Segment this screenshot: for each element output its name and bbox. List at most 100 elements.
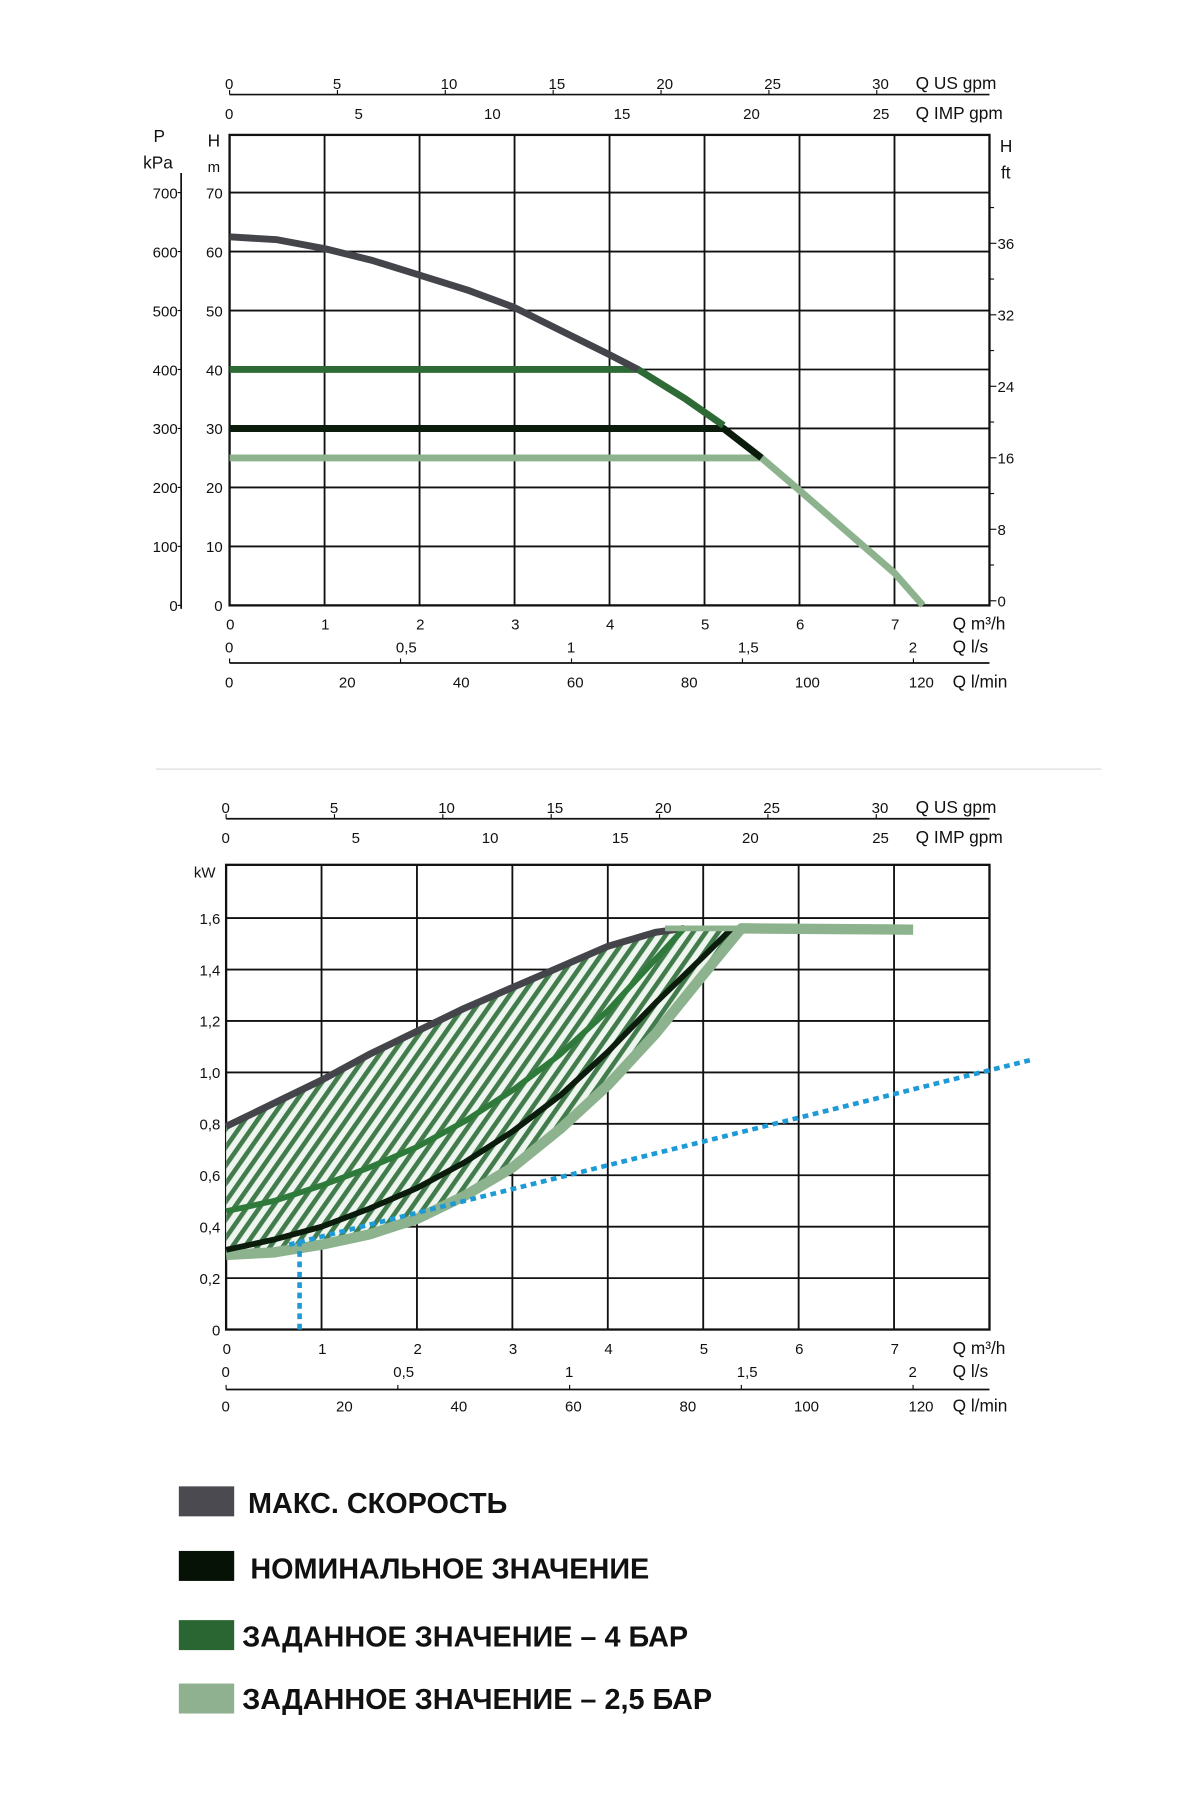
y-tick-label-kw: 1,2 <box>200 1014 221 1031</box>
ft-tick-label: 32 <box>998 308 1015 325</box>
us-gpm-tick-label: 0 <box>222 800 230 817</box>
us-gpm-tick-label: 10 <box>441 76 458 93</box>
us-gpm-tick-label: 30 <box>872 76 889 93</box>
l-s-tick-label: 1,5 <box>738 640 759 657</box>
l-min-tick-label: 0 <box>222 1398 230 1415</box>
kpa-tick-label: 600 <box>153 244 178 261</box>
ft-tick-label: 8 <box>998 522 1006 539</box>
l-s-tick-label: 1 <box>567 640 575 657</box>
l-min-tick-label: 100 <box>795 674 820 691</box>
l-s-axis-label: Q l/s <box>953 1361 989 1381</box>
l-s-axis-label: Q l/s <box>953 637 989 657</box>
legend-item-setpoint-4bar: ЗАДАННОЕ ЗНАЧЕНИЕ – 4 БАР <box>178 1620 688 1654</box>
y-axis-label-h: H <box>208 130 220 150</box>
kpa-tick-label: 300 <box>153 421 178 438</box>
imp-gpm-tick-label: 5 <box>355 106 363 123</box>
imp-gpm-tick-label: 15 <box>614 106 631 123</box>
l-min-tick-label: 20 <box>336 1398 353 1415</box>
us-gpm-tick-label: 15 <box>549 76 566 93</box>
x-tick-label: 0 <box>226 617 234 634</box>
l-min-tick-label: 80 <box>680 1398 697 1415</box>
l-min-tick-label: 0 <box>225 674 233 691</box>
legend-swatch-setpoint-4bar <box>178 1620 235 1651</box>
l-min-axis-label: Q l/min <box>953 671 1008 691</box>
us-gpm-tick-label: 10 <box>438 800 455 817</box>
legend-item-max-speed: МАКС. СКОРОСТЬ <box>178 1486 507 1520</box>
x-tick-label: 4 <box>604 1341 612 1358</box>
l-min-tick-label: 100 <box>794 1398 819 1415</box>
ft-axis-unit: ft <box>1001 163 1011 183</box>
y-tick-label-m: 40 <box>206 362 223 379</box>
l-s-tick-label: 0,5 <box>393 1364 414 1381</box>
x-tick-label: 5 <box>700 1341 708 1358</box>
curve-sp25 <box>225 923 914 1261</box>
imp-gpm-tick-label: 25 <box>873 106 890 123</box>
y-tick-label-kw: 1,4 <box>200 962 221 979</box>
x-tick-label: 0 <box>223 1341 231 1358</box>
imp-gpm-tick-label: 25 <box>872 830 889 847</box>
imp-gpm-tick-label: 15 <box>612 830 629 847</box>
imp-gpm-tick-label: 20 <box>742 830 759 847</box>
legend-swatch-max-speed <box>178 1486 235 1517</box>
curve-sp4 <box>225 926 687 1215</box>
l-min-tick-label: 40 <box>451 1398 468 1415</box>
us-gpm-tick-label: 30 <box>872 800 889 817</box>
us-gpm-tick-label: 25 <box>763 800 780 817</box>
imp-gpm-tick-label: 20 <box>743 106 760 123</box>
curve-nominal <box>229 425 764 461</box>
y-tick-label-m: 20 <box>206 480 223 497</box>
x-tick-label: 3 <box>509 1341 517 1358</box>
x-axis-label: Q m³/h <box>953 1338 1006 1358</box>
l-s-tick-label: 2 <box>909 640 917 657</box>
legend-label-setpoint-4bar: ЗАДАННОЕ ЗНАЧЕНИЕ – 4 БАР <box>242 1622 688 1654</box>
curve-max <box>229 233 640 373</box>
l-s-tick-label: 1 <box>565 1364 573 1381</box>
ft-tick-label: 24 <box>998 379 1015 396</box>
curve-sp25 <box>229 454 926 608</box>
l-min-tick-label: 40 <box>453 674 470 691</box>
l-s-tick-label: 2 <box>908 1364 916 1381</box>
imp-gpm-axis-label: Q IMP gpm <box>916 103 1003 123</box>
us-gpm-tick-label: 15 <box>547 800 564 817</box>
imp-gpm-tick-label: 10 <box>484 106 501 123</box>
l-min-tick-label: 60 <box>567 674 584 691</box>
l-s-tick-label: 0 <box>225 640 233 657</box>
us-gpm-tick-label: 0 <box>225 76 233 93</box>
us-gpm-tick-label: 5 <box>330 800 338 817</box>
x-tick-label: 7 <box>891 617 899 634</box>
y-tick-label-kw: 1,6 <box>200 911 221 928</box>
x-tick-label: 2 <box>416 617 424 634</box>
l-min-tick-label: 120 <box>909 1398 934 1415</box>
imp-gpm-tick-label: 0 <box>222 830 230 847</box>
y-tick-label-m: 70 <box>206 185 223 202</box>
imp-gpm-axis-label: Q IMP gpm <box>916 827 1003 847</box>
curve-sp4 <box>229 365 726 429</box>
y-tick-label-m: 60 <box>206 244 223 261</box>
l-min-tick-label: 120 <box>909 674 934 691</box>
imp-gpm-tick-label: 5 <box>352 830 360 847</box>
legend-item-setpoint-2-5bar: ЗАДАННОЕ ЗНАЧЕНИЕ – 2,5 БАР <box>178 1683 712 1716</box>
legend-swatch-nominal <box>178 1550 235 1581</box>
us-gpm-tick-label: 20 <box>656 76 673 93</box>
legend-label-max-speed: МАКС. СКОРОСТЬ <box>248 1488 507 1520</box>
us-gpm-axis-label: Q US gpm <box>916 73 997 93</box>
x-tick-label: 4 <box>606 617 614 634</box>
legend-label-nominal: НОМИНАЛЬНОЕ ЗНАЧЕНИЕ <box>250 1554 649 1586</box>
legend-label-setpoint-2-5bar: ЗАДАННОЕ ЗНАЧЕНИЕ – 2,5 БАР <box>242 1684 712 1716</box>
y-tick-label-m: 0 <box>214 598 222 615</box>
y-tick-label-kw: 0,8 <box>200 1117 221 1134</box>
l-min-tick-label: 80 <box>681 674 698 691</box>
l-s-tick-label: 0 <box>222 1364 230 1381</box>
curve-nominal <box>225 926 734 1253</box>
x-tick-label: 1 <box>321 617 329 634</box>
kpa-tick-label: 400 <box>153 362 178 379</box>
x-tick-label: 3 <box>511 617 519 634</box>
ft-tick-label: 16 <box>998 451 1015 468</box>
l-min-tick-label: 20 <box>339 674 356 691</box>
legend: МАКС. СКОРОСТЬ НОМИНАЛЬНОЕ ЗНАЧЕНИЕ ЗАДА… <box>178 1486 712 1716</box>
l-s-tick-label: 0,5 <box>396 640 417 657</box>
kpa-axis-unit: kPa <box>143 152 173 172</box>
